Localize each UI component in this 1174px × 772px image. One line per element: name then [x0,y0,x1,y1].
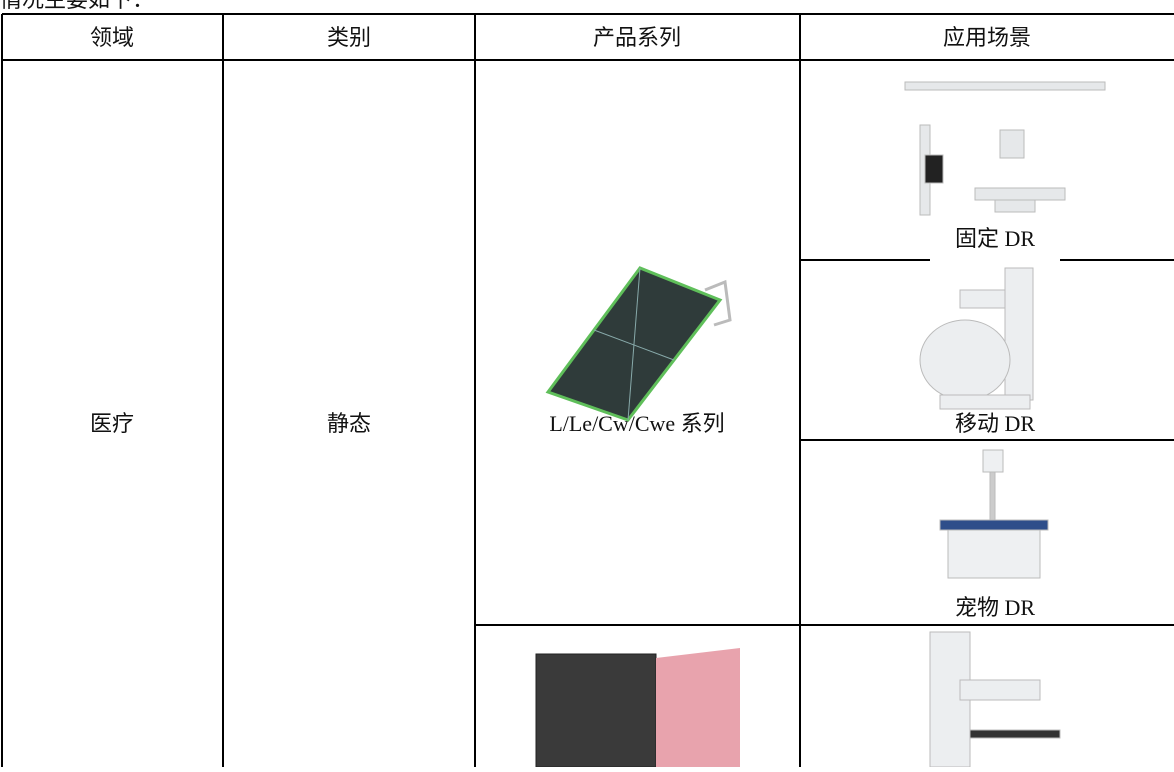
category-cell: 静态 [327,411,371,436]
table-borders [1,13,1174,767]
pet-dr-image [939,449,1049,579]
scenario-label: 移动 DR [955,411,1035,436]
product-label: L/Le/Cw/Cwe 系列 [549,411,724,436]
header-cell: 产品系列 [593,25,681,50]
intro-text: 情况主要如下： [0,0,154,12]
detector-pair-image [535,648,740,768]
header-cell: 领域 [90,25,134,50]
fixed-dr-image [904,81,1106,216]
scenario-label: 宠物 DR [955,595,1035,620]
mammography-image [929,631,1061,768]
header-cell: 类别 [327,25,371,50]
domain-cell: 医疗 [90,411,134,436]
scenario-label: 固定 DR [955,226,1035,251]
header-cell: 应用场景 [943,25,1031,50]
mobile-dr-image [919,267,1034,410]
detector-image [545,266,732,422]
